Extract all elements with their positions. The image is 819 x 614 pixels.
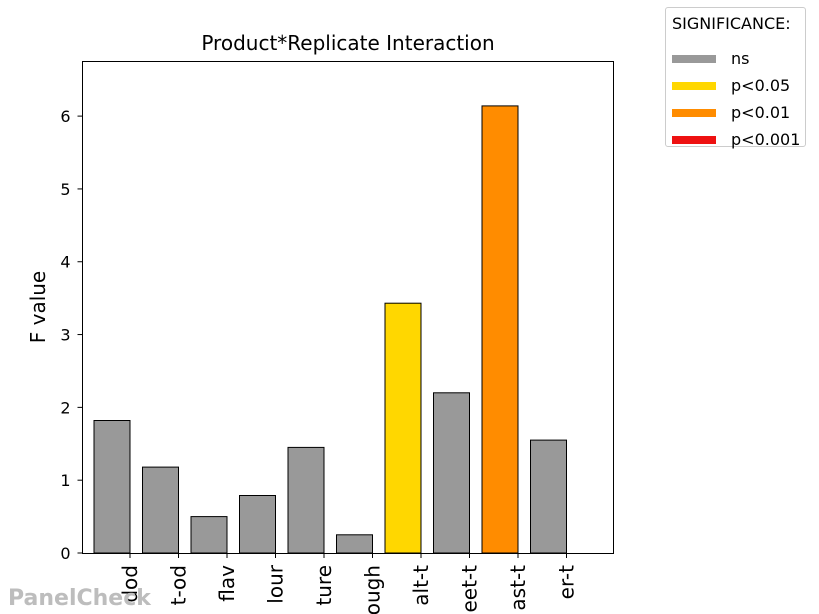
bar-ture [287,446,325,554]
panelcheck-watermark: PanelCheck [8,586,151,611]
x-tick-label: ough [361,565,385,614]
y-axis-label: F value [26,271,50,344]
x-tick-label: lour [264,564,288,603]
plot-frame [82,61,614,554]
y-tick-label: 6 [60,107,70,126]
x-tick-label: er-t [555,565,579,599]
legend-label-ns: ns [731,49,750,68]
legend-label-p001: p<0.01 [731,103,791,122]
y-tick-label: 3 [60,326,70,345]
bar-er-t [530,439,567,554]
bar-ough [336,534,373,554]
x-tick-label: ture [312,565,336,606]
y-tick-label: 0 [60,544,70,563]
legend-swatch-p0001 [672,136,716,144]
legend-swatch-ns [672,55,716,63]
x-axis-ticks: dod t-od flav lour ture ough alt-t eet-t ast-t er… [118,553,579,614]
chart-title: Product*Replicate Interaction [201,31,494,55]
x-tick-label: alt-t [409,565,433,606]
x-tick-label: ast-t [506,565,530,611]
legend: SIGNIFICANCE: ns p<0.05 p<0.01 p<0.001 [665,7,806,150]
y-axis-ticks: 0 1 2 3 4 5 6 [60,107,83,563]
bar-flav [190,516,228,554]
legend-item-ns: ns [672,49,802,69]
legend-item-p005: p<0.05 [672,76,802,96]
y-tick-label: 1 [60,471,70,490]
legend-swatch-p005 [672,82,716,90]
legend-item-p001: p<0.01 [672,103,802,123]
bar-eet-t [433,392,470,554]
bars-group [93,105,567,554]
legend-label-p0001: p<0.001 [731,130,801,149]
bar-lour [239,495,276,554]
bar-t-od [142,466,179,554]
bar-ast-t [481,105,519,554]
bar-alt-t [384,302,422,554]
x-tick-label: dod [118,565,142,603]
x-tick-label: eet-t [458,565,482,613]
legend-title: SIGNIFICANCE: [672,14,791,33]
legend-label-p005: p<0.05 [731,76,791,95]
y-tick-label: 2 [60,398,70,417]
x-tick-label: flav [215,565,239,602]
y-tick-label: 5 [60,180,70,199]
legend-swatch-p001 [672,109,716,117]
bar-dod [93,420,131,554]
legend-item-p0001: p<0.001 [672,130,802,150]
y-tick-label: 4 [60,253,70,272]
x-tick-label: t-od [167,565,191,605]
